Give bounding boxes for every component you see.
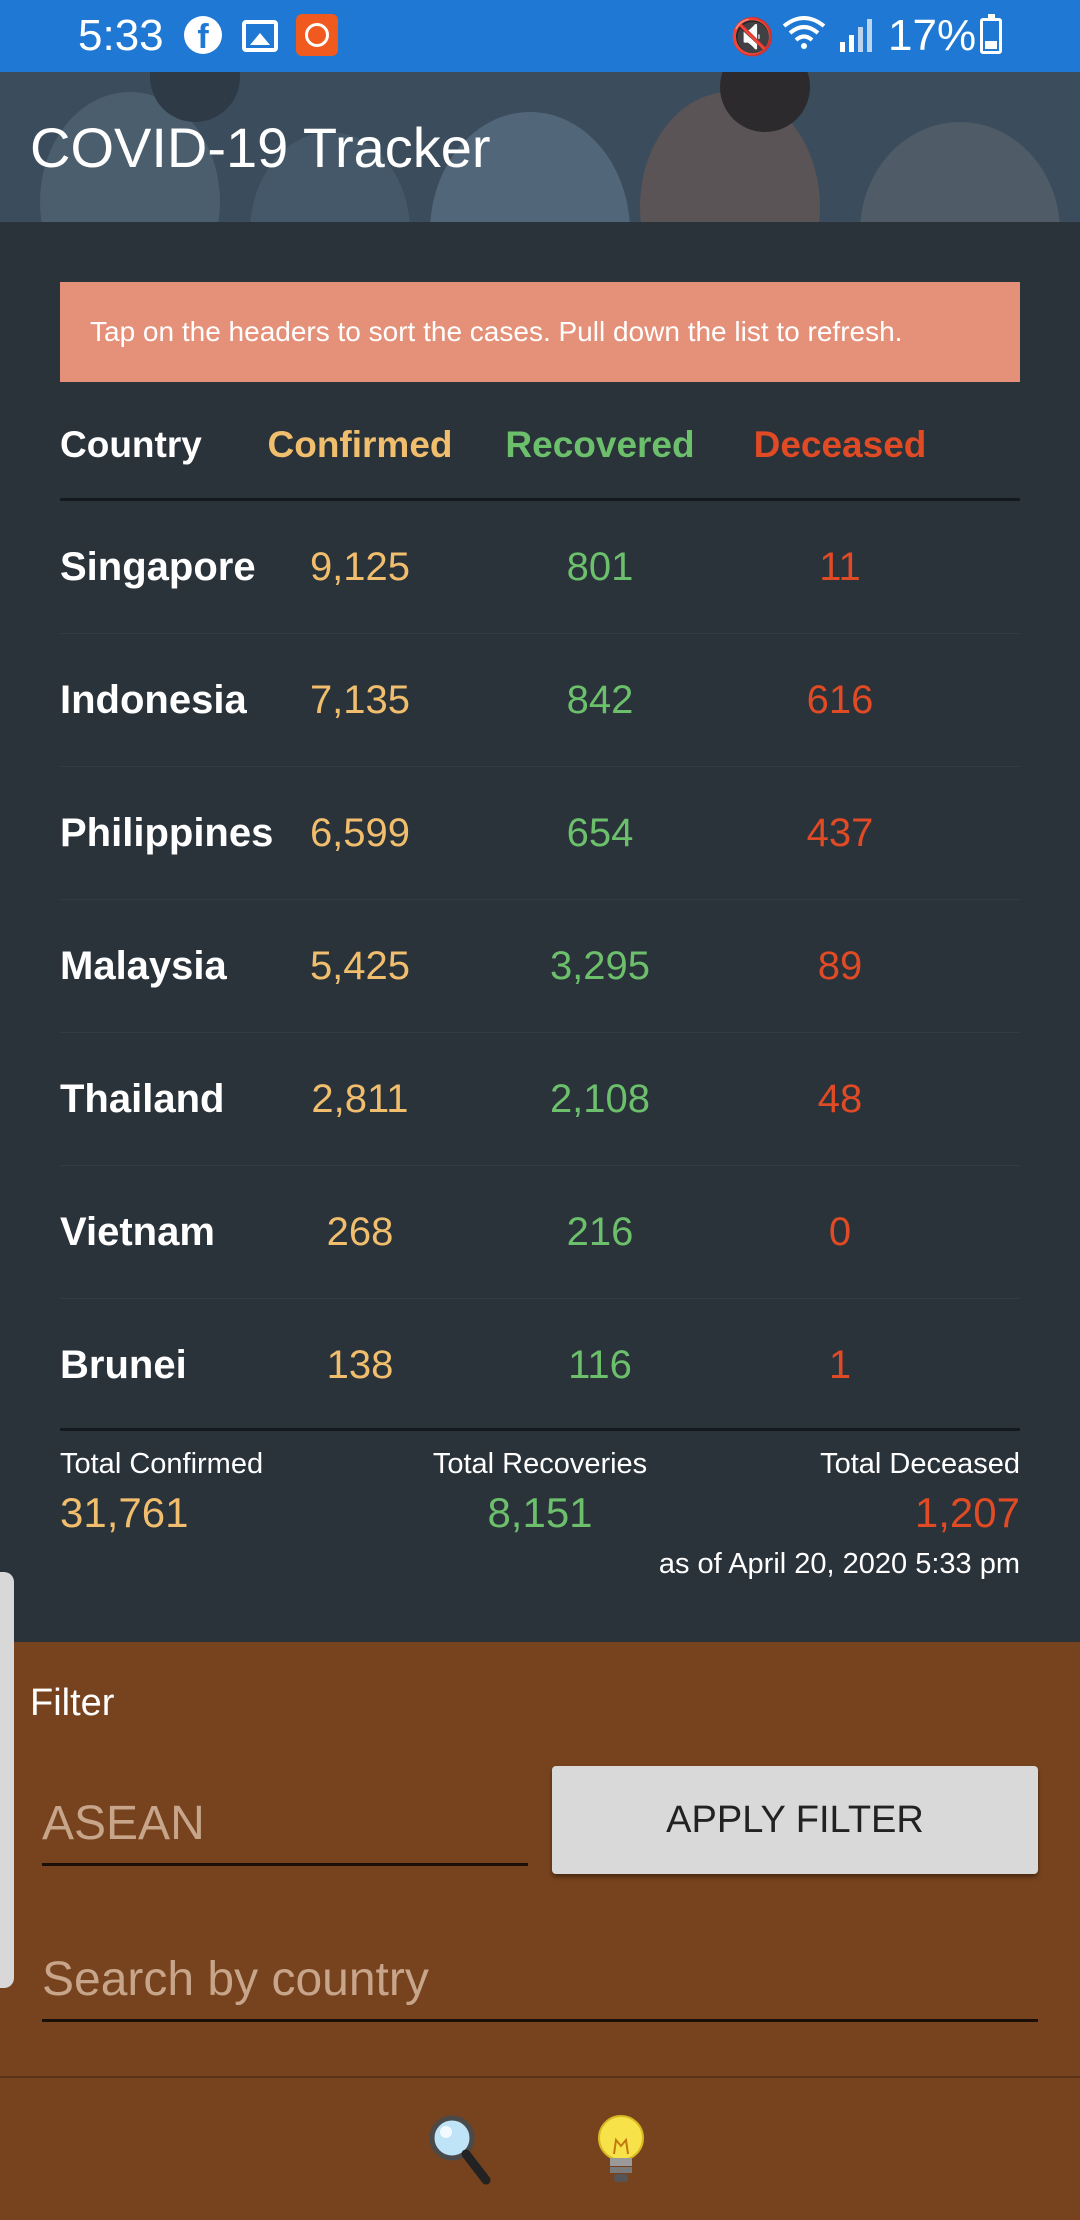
app-title: COVID-19 Tracker — [30, 116, 491, 179]
cell-recovered: 3,295 — [549, 944, 651, 988]
wifi-icon — [782, 16, 826, 49]
cell-country: Singapore — [60, 545, 256, 589]
cell-deceased: 11 — [819, 545, 861, 589]
cell-country: Indonesia — [60, 678, 247, 722]
total-confirmed-value: 31,761 — [60, 1489, 189, 1536]
header-divider — [60, 498, 1020, 501]
cell-recovered: 116 — [568, 1343, 632, 1387]
mute-icon: 🔇 — [730, 16, 775, 57]
cell-deceased: 1 — [828, 1343, 852, 1387]
table-row[interactable]: Thailand 2,811 2,108 48 — [60, 1034, 1020, 1166]
cell-deceased: 437 — [806, 811, 874, 855]
cell-country: Philippines — [60, 811, 274, 855]
drawer-handle[interactable] — [0, 1572, 14, 1988]
info-banner: Tap on the headers to sort the cases. Pu… — [60, 282, 1020, 382]
cell-confirmed: 138 — [326, 1343, 394, 1387]
signal-icon — [840, 19, 872, 52]
cell-deceased: 616 — [806, 678, 874, 722]
cell-country: Thailand — [60, 1077, 225, 1121]
cell-recovered: 842 — [566, 678, 634, 722]
totals-divider — [60, 1428, 1020, 1431]
total-recoveries-value: 8,151 — [487, 1489, 593, 1536]
cell-recovered: 2,108 — [549, 1077, 651, 1121]
table-row[interactable]: Singapore 9,125 801 11 — [60, 502, 1020, 634]
filter-panel — [0, 1642, 1080, 2220]
nav-divider — [0, 2076, 1080, 2078]
cell-confirmed: 9,125 — [309, 545, 411, 589]
cell-recovered: 801 — [566, 545, 634, 589]
search-icon[interactable] — [424, 2110, 494, 2186]
table-row[interactable]: Vietnam 268 216 0 — [60, 1167, 1020, 1299]
gallery-icon — [242, 20, 278, 52]
cell-deceased: 0 — [828, 1210, 852, 1254]
battery-icon — [980, 14, 1002, 54]
facebook-icon: f — [184, 16, 222, 56]
cell-recovered: 216 — [566, 1210, 634, 1254]
country-search-input[interactable] — [42, 1940, 1038, 2022]
cell-country: Vietnam — [60, 1210, 215, 1254]
table-row[interactable]: Indonesia 7,135 842 616 — [60, 635, 1020, 767]
table-row[interactable]: Philippines 6,599 654 437 — [60, 768, 1020, 900]
last-updated: as of April 20, 2020 5:33 pm — [658, 1548, 1020, 1580]
cell-confirmed: 5,425 — [309, 944, 411, 988]
status-bar: 5:33 f 🔇 17% — [0, 0, 1080, 72]
cell-confirmed: 2,811 — [311, 1077, 409, 1121]
table-row[interactable]: Malaysia 5,425 3,295 89 — [60, 901, 1020, 1033]
cell-recovered: 654 — [566, 811, 634, 855]
lightbulb-icon[interactable] — [586, 2110, 656, 2186]
cell-confirmed: 7,135 — [309, 678, 411, 722]
header-deceased[interactable]: Deceased — [753, 424, 927, 465]
total-recoveries-label: Total Recoveries — [432, 1448, 648, 1480]
status-time: 5:33 — [78, 11, 164, 60]
app-header: COVID-19 Tracker — [0, 72, 1080, 222]
region-filter-input[interactable] — [42, 1784, 528, 1866]
cell-deceased: 48 — [817, 1077, 863, 1121]
total-deceased-value: 1,207 — [914, 1489, 1020, 1536]
battery-percent: 17% — [888, 11, 977, 60]
total-confirmed-label: Total Confirmed — [60, 1448, 264, 1480]
header-country[interactable]: Country — [60, 424, 202, 465]
cell-country: Brunei — [60, 1343, 187, 1387]
cell-country: Malaysia — [60, 944, 227, 988]
total-deceased-label: Total Deceased — [820, 1448, 1020, 1480]
filter-label: Filter — [30, 1682, 115, 1724]
table-row[interactable]: Brunei 138 116 1 — [60, 1300, 1020, 1432]
header-recovered[interactable]: Recovered — [505, 424, 695, 465]
apply-filter-button[interactable]: APPLY FILTER — [552, 1766, 1038, 1874]
cell-confirmed: 268 — [326, 1210, 394, 1254]
header-confirmed[interactable]: Confirmed — [267, 424, 453, 465]
cell-deceased: 89 — [817, 944, 863, 988]
app-icon — [296, 14, 338, 56]
cell-confirmed: 6,599 — [309, 811, 411, 855]
table-header: Country Confirmed Recovered Deceased — [60, 400, 1020, 500]
